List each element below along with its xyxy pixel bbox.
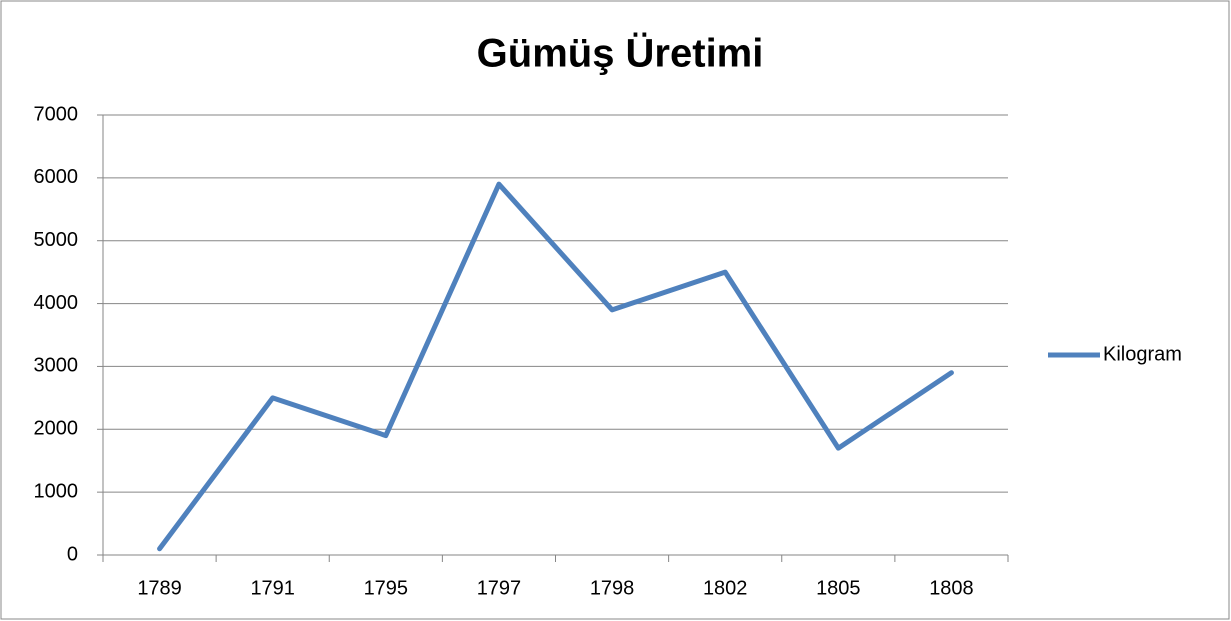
y-tick-label: 6000 [34, 166, 79, 188]
x-tick-label: 1797 [477, 577, 522, 599]
y-tick-label: 4000 [34, 292, 79, 314]
y-tick-label: 2000 [34, 418, 79, 440]
chart-title: Gümüş Üretimi [477, 31, 764, 76]
x-tick-label: 1808 [929, 577, 974, 599]
x-tick-label: 1802 [703, 577, 748, 599]
x-tick-label: 1805 [816, 577, 861, 599]
x-tick-label: 1798 [590, 577, 635, 599]
y-tick-label: 7000 [34, 103, 79, 125]
x-tick-label: 1791 [250, 577, 295, 599]
line-series [157, 181, 954, 552]
x-tick-label: 1789 [137, 577, 182, 599]
legend-label: Kilogram [1103, 343, 1182, 365]
y-tick-label: 1000 [34, 480, 79, 502]
y-tick-label: 5000 [34, 229, 79, 251]
y-tick-label: 3000 [34, 355, 79, 377]
y-tick-label: 0 [67, 543, 78, 565]
x-tick-label: 1795 [364, 577, 409, 599]
